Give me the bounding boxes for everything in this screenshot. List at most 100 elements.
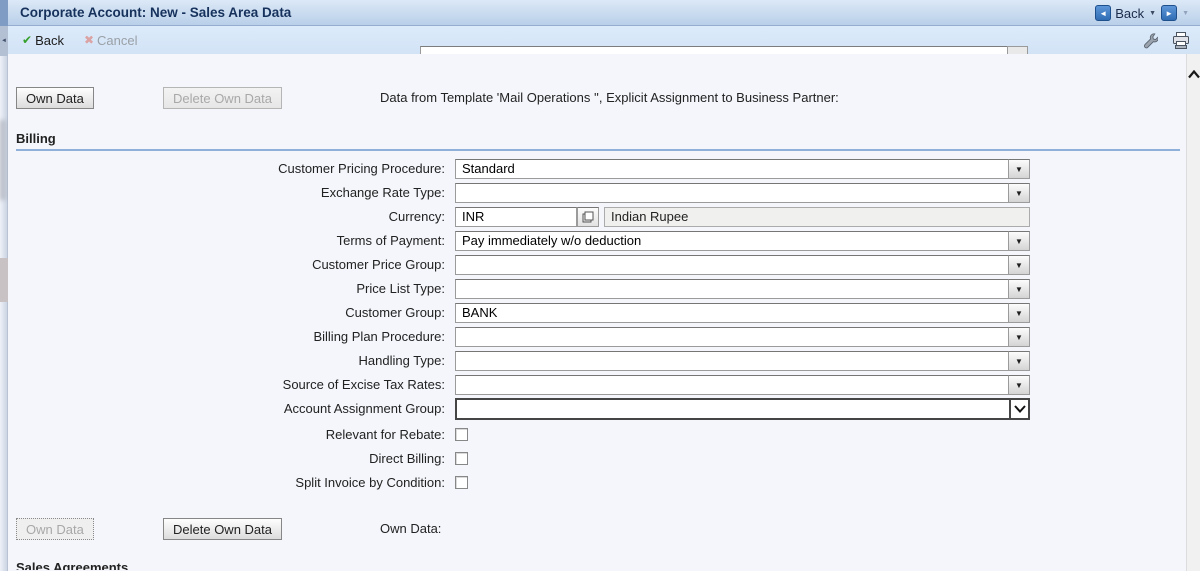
- exchange-rate-type-label: Exchange Rate Type:: [320, 185, 445, 200]
- price-list-type-value[interactable]: [455, 279, 1008, 299]
- sales-area-form: Own Data Delete Own Data Data from Templ…: [8, 54, 1186, 571]
- billing-plan-procedure-dropdown[interactable]: ▼: [455, 327, 1030, 347]
- field-row-handling-type: Handling Type: ▼: [8, 351, 1186, 373]
- customer-pricing-procedure-label: Customer Pricing Procedure:: [278, 161, 445, 176]
- chevron-down-icon[interactable]: [1009, 400, 1028, 418]
- dropdown-arrow-icon[interactable]: ▼: [1008, 159, 1030, 179]
- field-row-source-of-excise-tax-rates: Source of Excise Tax Rates: ▼: [8, 375, 1186, 397]
- terms-of-payment-label: Terms of Payment:: [336, 233, 445, 248]
- direct-billing-label: Direct Billing:: [369, 451, 445, 466]
- field-row-account-assignment-group: Account Assignment Group:: [8, 398, 1186, 421]
- panel-collapse-arrow-icon[interactable]: ◄: [0, 26, 8, 56]
- titlebar: Corporate Account: New - Sales Area Data…: [8, 0, 1200, 26]
- field-row-billing-plan-procedure: Billing Plan Procedure: ▼: [8, 327, 1186, 349]
- history-back-label[interactable]: Back: [1115, 5, 1145, 21]
- account-assignment-group-dropdown[interactable]: [455, 398, 1030, 420]
- dropdown-arrow-icon[interactable]: ▼: [1008, 183, 1030, 203]
- field-row-customer-group: Customer Group: BANK ▼: [8, 303, 1186, 325]
- check-icon: ✔: [22, 33, 33, 47]
- customer-price-group-value[interactable]: [455, 255, 1008, 275]
- customer-group-value[interactable]: BANK: [455, 303, 1008, 323]
- handling-type-value[interactable]: [455, 351, 1008, 371]
- field-row-split-invoice-by-condition: Split Invoice by Condition:: [8, 473, 1186, 495]
- dropdown-arrow-icon[interactable]: ▼: [1008, 351, 1030, 371]
- dropdown-arrow-icon[interactable]: ▼: [1008, 303, 1030, 323]
- currency-label: Currency:: [388, 209, 445, 224]
- currency-description: Indian Rupee: [604, 207, 1030, 227]
- field-row-customer-pricing-procedure: Customer Pricing Procedure: Standard ▼: [8, 159, 1186, 181]
- handling-type-dropdown[interactable]: ▼: [455, 351, 1030, 371]
- relevant-for-rebate-checkbox[interactable]: [455, 428, 468, 441]
- page-title: Corporate Account: New - Sales Area Data: [20, 5, 292, 20]
- x-icon: ✖: [83, 33, 95, 47]
- source-of-excise-tax-rates-dropdown[interactable]: ▼: [455, 375, 1030, 395]
- customer-group-label: Customer Group:: [345, 305, 445, 320]
- history-forward-icon[interactable]: ►: [1161, 5, 1178, 21]
- dropdown-arrow-icon[interactable]: ▼: [1008, 375, 1030, 395]
- print-icon[interactable]: [1172, 31, 1190, 49]
- back-button-label: Back: [35, 32, 64, 48]
- field-row-relevant-for-rebate: Relevant for Rebate:: [8, 425, 1186, 447]
- personalize-wrench-icon[interactable]: [1141, 32, 1158, 49]
- value-help-icon[interactable]: [577, 207, 599, 227]
- price-list-type-label: Price List Type:: [356, 281, 445, 296]
- customer-pricing-procedure-value[interactable]: Standard: [455, 159, 1008, 179]
- billing-plan-procedure-label: Billing Plan Procedure:: [313, 329, 445, 344]
- dropdown-arrow-icon[interactable]: ▼: [1008, 231, 1030, 251]
- delete-own-data-button-bottom[interactable]: Delete Own Data: [163, 518, 282, 540]
- dropdown-arrow-icon[interactable]: ▼: [1008, 279, 1030, 299]
- customer-price-group-label: Customer Price Group:: [312, 257, 445, 272]
- vertical-scrollbar[interactable]: [1186, 54, 1200, 571]
- billing-section-title: Billing: [16, 131, 56, 146]
- history-nav: ◄ Back ▼ ► ▼: [1095, 0, 1190, 26]
- account-assignment-group-label: Account Assignment Group:: [283, 401, 445, 416]
- history-forward-caret-icon[interactable]: ▼: [1182, 9, 1189, 17]
- left-splitter[interactable]: ◄: [0, 0, 8, 571]
- cancel-button-label: Cancel: [97, 32, 138, 48]
- customer-pricing-procedure-dropdown[interactable]: Standard ▼: [455, 159, 1030, 179]
- source-of-excise-tax-rates-value[interactable]: [455, 375, 1008, 395]
- scroll-up-arrow-icon[interactable]: [1188, 66, 1200, 79]
- field-row-customer-price-group: Customer Price Group: ▼: [8, 255, 1186, 277]
- split-invoice-by-condition-label: Split Invoice by Condition:: [295, 475, 445, 490]
- handling-type-label: Handling Type:: [358, 353, 446, 368]
- direct-billing-checkbox[interactable]: [455, 452, 468, 465]
- field-row-price-list-type: Price List Type: ▼: [8, 279, 1186, 301]
- own-data-label: Own Data:: [380, 521, 442, 536]
- back-button[interactable]: ✔ Back: [22, 33, 64, 48]
- customer-group-dropdown[interactable]: BANK ▼: [455, 303, 1030, 323]
- relevant-for-rebate-label: Relevant for Rebate:: [325, 427, 445, 442]
- next-section-title-clipped: Sales Agreements: [16, 560, 129, 570]
- own-data-button-bottom: Own Data: [16, 518, 94, 540]
- history-back-icon[interactable]: ◄: [1095, 5, 1112, 21]
- field-row-exchange-rate-type: Exchange Rate Type: ▼: [8, 183, 1186, 205]
- split-invoice-by-condition-checkbox[interactable]: [455, 476, 468, 489]
- toolbar-right: [1141, 26, 1190, 54]
- field-row-terms-of-payment: Terms of Payment: Pay immediately w/o de…: [8, 231, 1186, 253]
- billing-plan-procedure-value[interactable]: [455, 327, 1008, 347]
- splitter-thumb[interactable]: [0, 258, 8, 302]
- price-list-type-dropdown[interactable]: ▼: [455, 279, 1030, 299]
- exchange-rate-type-value[interactable]: [455, 183, 1008, 203]
- dropdown-arrow-icon[interactable]: ▼: [1008, 255, 1030, 275]
- currency-input[interactable]: INR: [455, 207, 577, 227]
- field-row-currency: Currency: INR Indian Rupee: [8, 207, 1186, 229]
- account-assignment-group-value[interactable]: [457, 400, 1009, 418]
- left-splitter-top: [0, 0, 8, 26]
- own-data-button-top[interactable]: Own Data: [16, 87, 94, 109]
- terms-of-payment-dropdown[interactable]: Pay immediately w/o deduction ▼: [455, 231, 1030, 251]
- terms-of-payment-value[interactable]: Pay immediately w/o deduction: [455, 231, 1008, 251]
- template-description: Data from Template 'Mail Operations '', …: [380, 90, 839, 105]
- history-back-caret-icon[interactable]: ▼: [1149, 9, 1157, 17]
- source-of-excise-tax-rates-label: Source of Excise Tax Rates:: [282, 377, 445, 392]
- billing-section-divider: [16, 149, 1180, 151]
- field-row-direct-billing: Direct Billing:: [8, 449, 1186, 471]
- cancel-button: ✖ Cancel: [84, 33, 138, 48]
- exchange-rate-type-dropdown[interactable]: ▼: [455, 183, 1030, 203]
- splitter-shadow: [0, 120, 8, 200]
- delete-own-data-button-top: Delete Own Data: [163, 87, 282, 109]
- toolbar-left: ✔ Back ✖ Cancel: [22, 26, 138, 54]
- dropdown-arrow-icon[interactable]: ▼: [1008, 327, 1030, 347]
- customer-price-group-dropdown[interactable]: ▼: [455, 255, 1030, 275]
